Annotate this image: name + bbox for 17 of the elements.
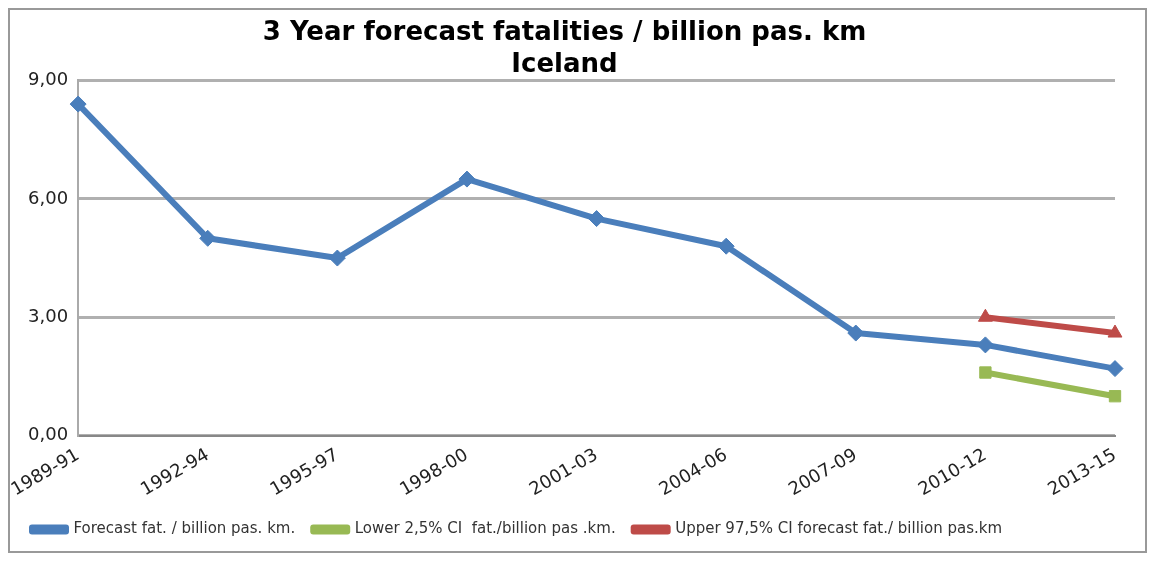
- point: [588, 210, 606, 228]
- y-tick-label: 3,00: [28, 304, 69, 326]
- y-tick-label: 9,00: [28, 68, 69, 90]
- point: [199, 229, 217, 247]
- point: [1106, 360, 1124, 378]
- point: [717, 237, 735, 255]
- y-tick-label: 6,00: [28, 186, 69, 208]
- text: 3 Year forecast fatalities / billion pas. km: [262, 16, 867, 47]
- text: Iceland: [511, 47, 618, 78]
- point: [69, 95, 87, 113]
- point: [458, 170, 476, 188]
- point: [979, 366, 992, 379]
- legend-label: Forecast fat. / billion pas. km.: [73, 519, 296, 538]
- y-tick-label: 0,00: [28, 423, 69, 445]
- legend-label: Lower 2,5% CI fat./billion pas .km.: [354, 519, 616, 538]
- legend-label: Upper 97,5% CI forecast fat./ billion pas.km: [675, 519, 1003, 538]
- point: [1108, 390, 1122, 403]
